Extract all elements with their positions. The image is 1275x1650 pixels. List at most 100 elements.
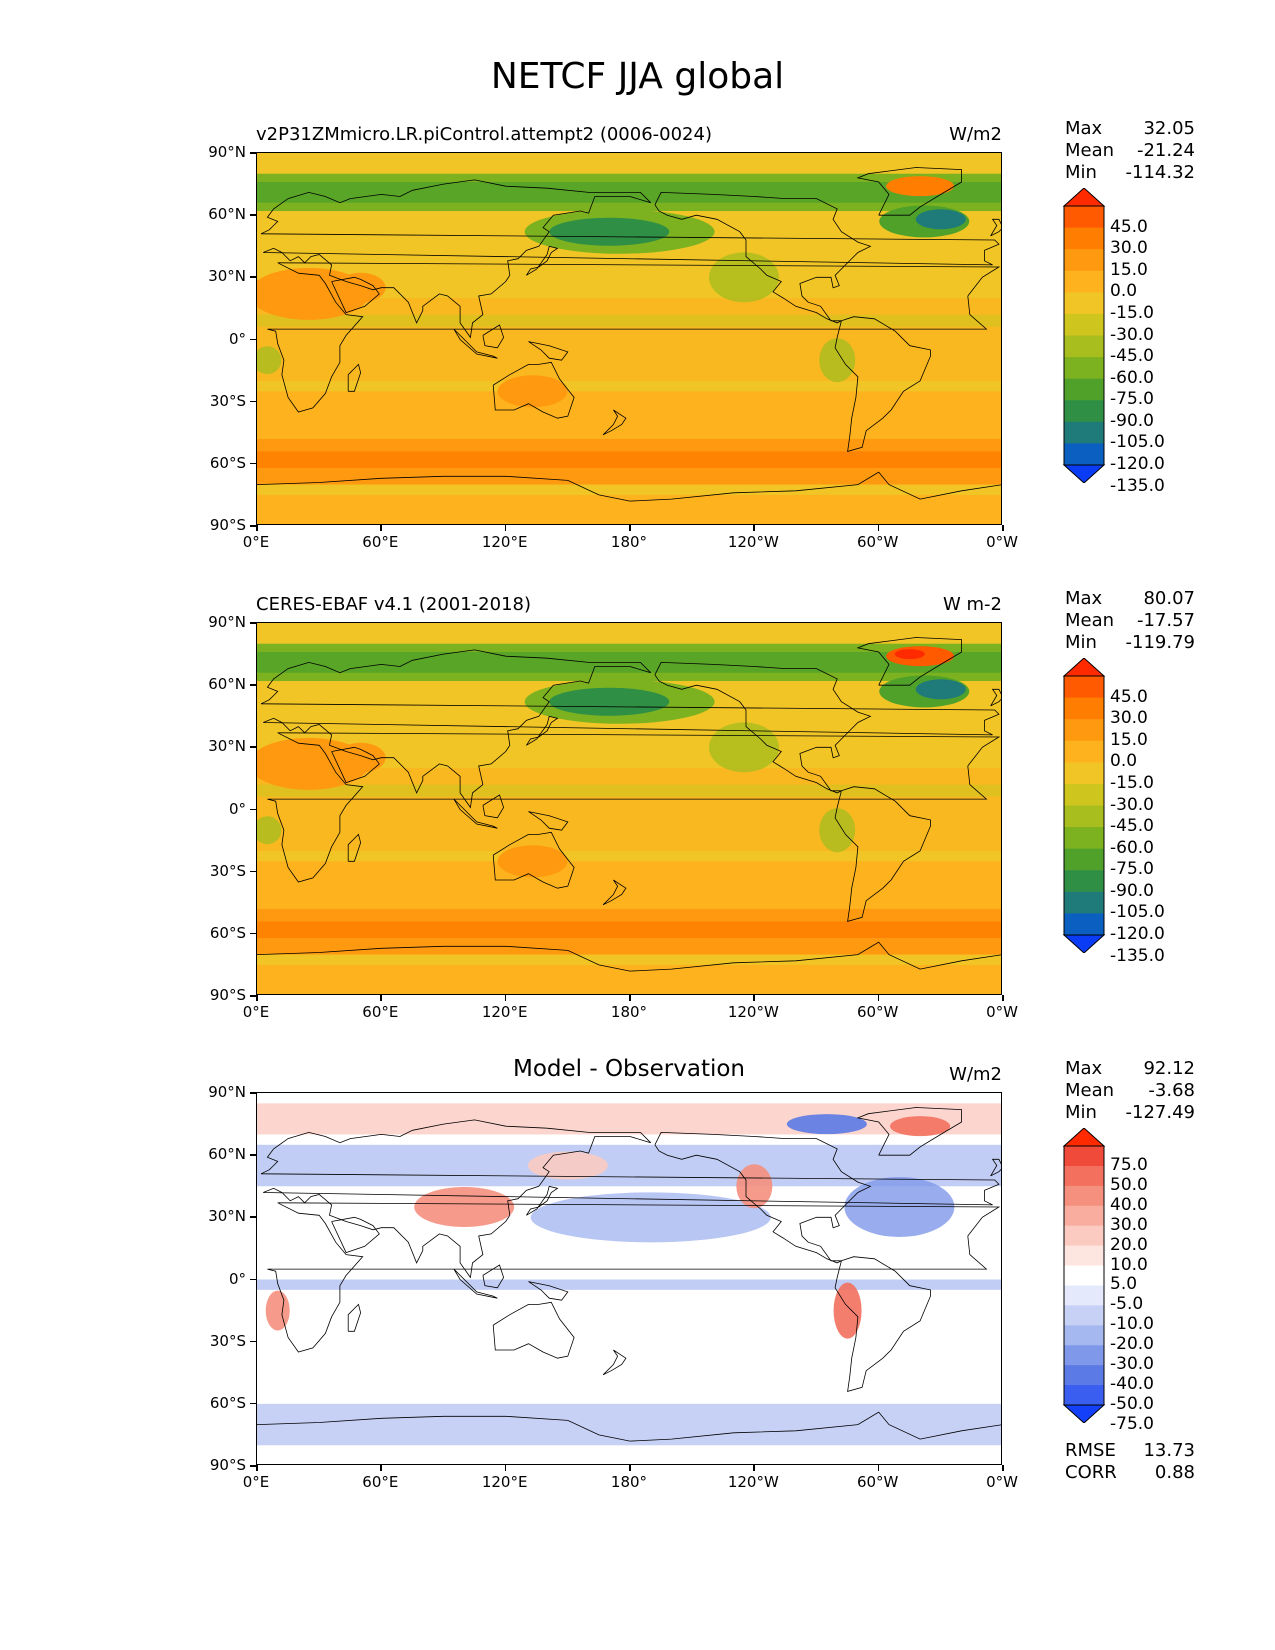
stat-row: Mean -3.68 [1065, 1080, 1195, 1102]
lon-tick-mark [629, 995, 631, 1001]
lat-tick-label: 30°S [209, 391, 246, 410]
units-label: W/m2 [949, 1064, 1002, 1085]
lat-tick-mark [250, 214, 256, 216]
lon-tick-mark [1002, 525, 1004, 531]
colorbar-level-label: -20.0 [1110, 1334, 1154, 1355]
lon-tick-label: 180° [610, 1003, 648, 1021]
lat-tick-label: 30°N [208, 737, 246, 756]
stat-value: 32.05 [1143, 118, 1195, 139]
stats-block: Max 80.07 Mean -17.57 Min -119.79 [1065, 588, 1195, 654]
lat-tick-mark [250, 1465, 256, 1467]
colorbar-level-label: -90.0 [1110, 880, 1154, 901]
stat-value: -21.24 [1136, 140, 1195, 161]
colorbar-labels: 75.0 50.0 40.0 30.0 20.0 10.0 5.0 -5.0 -10.0 -20.… [1106, 1128, 1186, 1432]
lon-tick-mark [877, 1465, 880, 1471]
colorbar-level-label: 45.0 [1110, 216, 1148, 237]
lon-tick-label: 0°W [986, 533, 1018, 551]
lon-tick-label: 60°W [856, 1003, 899, 1021]
map-plot [256, 622, 1002, 995]
colorbar-swatches [1062, 187, 1106, 484]
stat-row: Max 32.05 [1065, 118, 1195, 140]
colorbar-level-label: -135.0 [1110, 945, 1165, 966]
stat-value: 92.12 [1143, 1058, 1195, 1079]
lat-tick-mark [250, 1092, 256, 1094]
colorbar-level-label: 30.0 [1110, 238, 1148, 259]
lon-tick-mark [753, 995, 755, 1001]
map-plot [256, 152, 1002, 525]
map-field [257, 623, 1001, 994]
lon-tick-mark [380, 525, 382, 531]
lon-tick-mark [256, 995, 258, 1001]
colorbar-level-label: 5.0 [1110, 1274, 1138, 1295]
stats-block: Max 32.05 Mean -21.24 Min -114.32 [1065, 118, 1195, 184]
colorbar-level-label: 50.0 [1110, 1174, 1148, 1195]
lat-tick-label: 90°N [208, 1083, 246, 1101]
map-plot [256, 1092, 1002, 1465]
colorbar-level-label: 30.0 [1110, 708, 1148, 729]
map-field [257, 1093, 1001, 1464]
stat-row: Min -119.79 [1065, 632, 1195, 654]
lon-tick-label: 60°E [362, 533, 399, 551]
colorbar-level-label: 15.0 [1110, 259, 1148, 280]
lat-tick-mark [250, 276, 256, 278]
colorbar-level-label: 75.0 [1110, 1154, 1148, 1175]
lon-tick-label: 180° [610, 533, 648, 551]
colorbar-level-label: -10.0 [1110, 1314, 1154, 1335]
lat-tick-label: 30°S [209, 861, 246, 880]
lon-tick-mark [877, 525, 880, 531]
lat-tick-mark [250, 870, 256, 873]
stat-row: Mean -21.24 [1065, 140, 1195, 162]
lat-tick-label: 0° [228, 1269, 246, 1288]
stat-value: -3.68 [1148, 1080, 1195, 1101]
colorbar-level-label: -50.0 [1110, 1394, 1154, 1414]
lon-tick-label: 120°E [481, 533, 528, 551]
stat-row: Mean -17.57 [1065, 610, 1195, 632]
lat-tick-mark [250, 338, 256, 340]
lat-tick-mark [250, 684, 256, 686]
lat-tick-mark [250, 932, 256, 935]
lon-tick-mark [629, 525, 631, 531]
lon-tick-mark [504, 995, 507, 1001]
panel-title: Model - Observation [512, 1056, 746, 1082]
stat-value: -119.79 [1125, 632, 1195, 653]
stat-row: Max 80.07 [1065, 588, 1195, 610]
lat-tick-mark [250, 1340, 256, 1343]
stat-label: Mean [1065, 610, 1115, 631]
lon-tick-label: 60°W [856, 533, 899, 551]
rmse-corr-block: RMSE 13.73 CORR 0.88 [1065, 1440, 1195, 1484]
stat-label: Max [1065, 118, 1103, 139]
colorbar-level-label: -60.0 [1110, 837, 1154, 858]
lat-tick-mark [250, 152, 256, 154]
lon-tick-mark [504, 525, 507, 531]
colorbar-level-label: -75.0 [1110, 389, 1154, 410]
colorbar [1062, 657, 1106, 954]
lon-tick-mark [1002, 995, 1004, 1001]
lat-tick-label: 90°N [208, 143, 246, 161]
lat-tick-label: 90°N [208, 613, 246, 631]
lat-tick-label: 60°S [209, 453, 246, 472]
colorbar-level-label: 10.0 [1110, 1254, 1148, 1275]
lon-tick-label: 180° [610, 1473, 648, 1491]
lat-tick-mark [250, 462, 256, 465]
figure-title: NETCF JJA global [490, 56, 785, 97]
lat-tick-label: 90°S [209, 516, 246, 534]
colorbar-level-label: -30.0 [1110, 324, 1154, 345]
lon-tick-label: 0°E [242, 1473, 270, 1491]
lon-tick-label: 0°E [242, 1003, 270, 1021]
colorbar-level-label: -15.0 [1110, 772, 1154, 793]
lat-tick-label: 60°N [208, 1145, 246, 1164]
stat-row: Max 92.12 [1065, 1058, 1195, 1080]
stats-block: Max 92.12 Mean -3.68 Min -127.49 [1065, 1058, 1195, 1124]
corr-value: 0.88 [1154, 1462, 1195, 1483]
colorbar-level-label: -60.0 [1110, 367, 1154, 388]
colorbar-level-label: -105.0 [1110, 432, 1165, 453]
lon-tick-label: 0°E [242, 533, 270, 551]
colorbar-level-label: -5.0 [1110, 1294, 1144, 1315]
panel-title: v2P31ZMmicro.LR.piControl.attempt2 (0006… [256, 124, 712, 145]
lon-tick-mark [380, 1465, 382, 1471]
corr-row: CORR 0.88 [1065, 1462, 1195, 1484]
stat-label: Min [1065, 162, 1097, 183]
colorbar [1062, 187, 1106, 484]
lon-tick-label: 120°W [727, 1473, 779, 1491]
panel-model: v2P31ZMmicro.LR.piControl.attempt2 (0006… [0, 118, 1275, 594]
